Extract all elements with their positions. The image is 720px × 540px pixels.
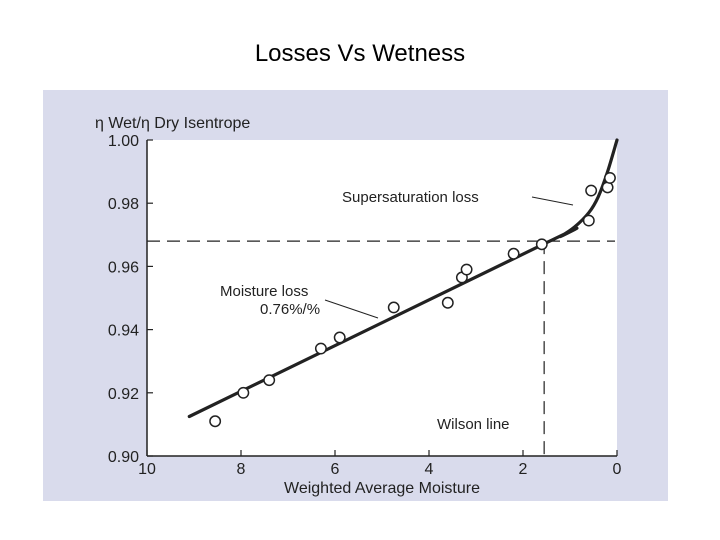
data-point bbox=[604, 171, 616, 184]
x-tick-label: 6 bbox=[331, 461, 340, 478]
data-point bbox=[237, 386, 250, 399]
x-tick-label: 10 bbox=[138, 461, 156, 478]
supersaturation-leader bbox=[531, 196, 574, 206]
data-point bbox=[263, 374, 276, 387]
data-point bbox=[209, 415, 222, 428]
x-axis-label: Weighted Average Moisture bbox=[284, 480, 480, 497]
plot-area bbox=[147, 140, 617, 456]
figure-panel: 1.00 0.98 0.96 0.94 0.92 0.90 10 8 6 4 2 0 Supersat… bbox=[43, 90, 668, 501]
y-tick-label: 0.92 bbox=[108, 386, 139, 403]
y-tick-label: 1.00 bbox=[108, 133, 139, 150]
moisture-loss-leader bbox=[324, 299, 379, 319]
x-tick-label: 8 bbox=[237, 461, 246, 478]
moisture-loss-rate-label: 0.76%/% bbox=[260, 301, 320, 318]
moisture-loss-label: Moisture loss bbox=[220, 283, 308, 300]
data-point bbox=[585, 184, 598, 197]
points-layer bbox=[209, 171, 616, 428]
y-tick-label: 0.90 bbox=[108, 449, 139, 466]
x-tick-label: 2 bbox=[519, 461, 528, 478]
data-point bbox=[333, 331, 346, 344]
y-tick-label: 0.96 bbox=[108, 259, 139, 276]
data-point bbox=[507, 247, 520, 260]
data-point bbox=[441, 296, 454, 309]
wilson-line-label: Wilson line bbox=[437, 416, 510, 433]
data-point bbox=[460, 263, 473, 276]
y-axis-label: η Wet/η Dry Isentrope bbox=[95, 115, 250, 132]
supersaturation-loss-label: Supersaturation loss bbox=[342, 189, 479, 206]
y-tick-label: 0.94 bbox=[108, 323, 139, 340]
data-point bbox=[387, 301, 400, 314]
x-tick-label: 4 bbox=[425, 461, 434, 478]
data-point bbox=[535, 238, 548, 251]
x-tick-label: 0 bbox=[613, 461, 622, 478]
annot-layer: Supersaturation loss Moisture loss0.76%/%… bbox=[220, 189, 574, 433]
data-point bbox=[601, 181, 614, 194]
slide-title: Losses Vs Wetness bbox=[254, 40, 466, 67]
y-tick-label: 0.98 bbox=[108, 196, 139, 213]
data-point bbox=[314, 342, 327, 355]
data-point bbox=[582, 214, 595, 227]
